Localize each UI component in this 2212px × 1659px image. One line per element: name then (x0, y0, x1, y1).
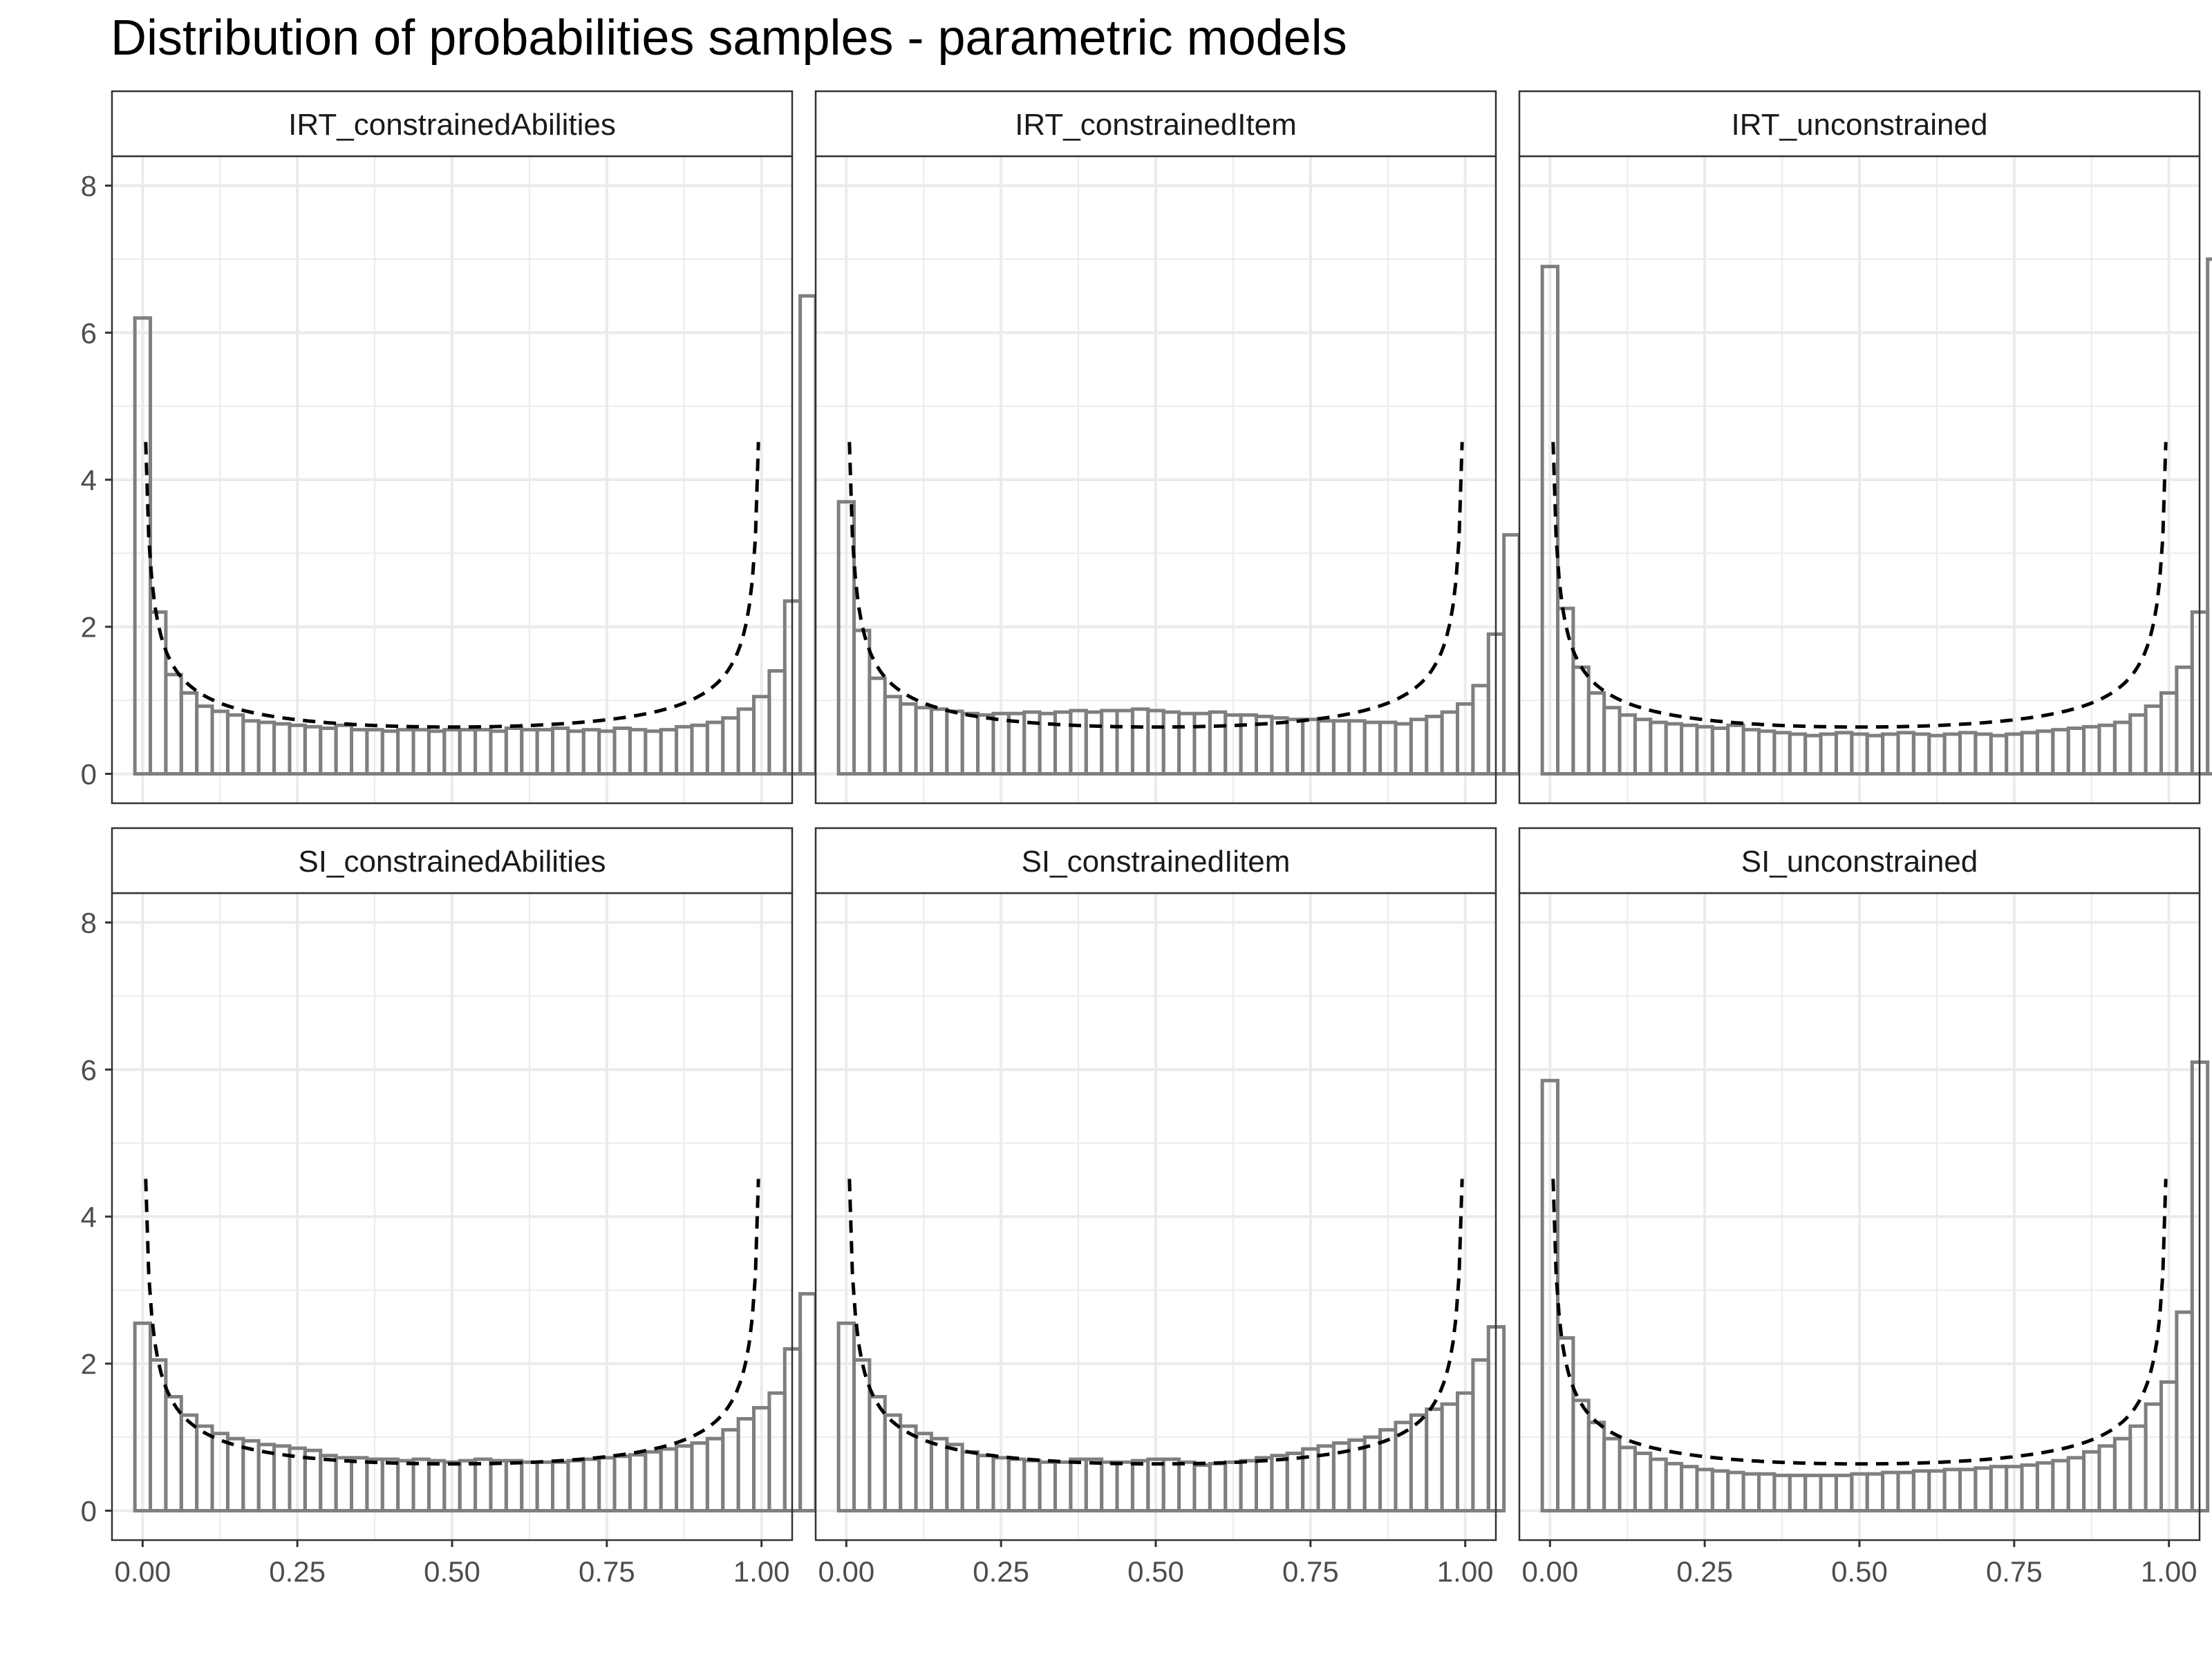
facet-strip (1518, 90, 2201, 158)
y-tick-label: 2 (81, 1348, 97, 1380)
y-tick-label: 6 (81, 1053, 97, 1086)
facet-strip (111, 827, 794, 894)
facet-strip (814, 90, 1497, 158)
x-tick-label: 0.75 (1986, 1555, 2043, 1588)
reference-density-curve (847, 1179, 1464, 1466)
facet-strip-label: SI_constrainedAbilities (298, 845, 606, 879)
facet-strip-label: SI_constrainedIitem (1022, 845, 1291, 879)
facet-strip (814, 827, 1497, 894)
x-tick-label: 0.25 (973, 1555, 1029, 1588)
x-tick-label: 0.25 (1676, 1555, 1733, 1588)
y-tick-label: 4 (81, 1201, 97, 1233)
x-tick-label: 0.00 (818, 1555, 874, 1588)
histogram-bar (798, 294, 818, 776)
facet-strip (111, 90, 794, 158)
panel-SI_unconstrained: SI_unconstrained 0.00 0.25 0.50 0.75 1.00 (1518, 827, 2210, 1588)
x-tick-label: 0.00 (1521, 1555, 1578, 1588)
reference-density-curve (847, 442, 1464, 729)
panel-SI_constrainedIitem: SI_constrainedIitem 0.00 0.25 0.50 0.75 1.00 (814, 827, 1506, 1588)
histogram-bar (1540, 265, 1560, 776)
reference-density-curve (1551, 1179, 2168, 1466)
histogram-bar (1540, 1078, 1560, 1512)
facet-strip-label: IRT_unconstrained (1732, 108, 1988, 142)
y-tick-label: 8 (81, 170, 97, 203)
reference-density-curve (144, 442, 760, 729)
x-tick-label: 0.50 (1831, 1555, 1888, 1588)
facet-strip-label: IRT_constrainedAbilities (288, 108, 616, 142)
facet-strip-label: IRT_constrainedItem (1015, 108, 1297, 142)
x-tick-label: 0.25 (269, 1555, 326, 1588)
histogram-bar (1502, 533, 1521, 776)
x-tick-label: 0.50 (1127, 1555, 1184, 1588)
x-tick-label: 0.00 (114, 1555, 171, 1588)
y-tick-label: 4 (81, 464, 97, 496)
panel-IRT_unconstrained: IRT_unconstrained (1518, 90, 2212, 805)
panel-SI_constrainedAbilities: SI_constrainedAbilities 0 2 4 6 8 0.00 0.25 0.50… (81, 827, 818, 1588)
facet-strip (1518, 827, 2201, 894)
panel-IRT_constrainedItem: IRT_constrainedItem (814, 90, 1521, 805)
panel-IRT_constrainedAbilities: IRT_constrainedAbilities 0 2 4 6 8 (81, 90, 818, 805)
x-tick-label: 0.75 (579, 1555, 635, 1588)
y-tick-label: 8 (81, 907, 97, 939)
y-tick-label: 6 (81, 317, 97, 349)
x-tick-label: 1.00 (2141, 1555, 2197, 1588)
reference-density-curve (1551, 442, 2168, 729)
facet-strip-label: SI_unconstrained (1741, 845, 1978, 879)
histogram-bar (2206, 257, 2212, 776)
x-tick-label: 0.75 (1282, 1555, 1339, 1588)
y-tick-label: 2 (81, 611, 97, 644)
y-tick-label: 0 (81, 758, 97, 790)
y-tick-label: 0 (81, 1494, 97, 1527)
chart-title: Distribution of probabilities samples - … (111, 10, 1347, 66)
x-tick-label: 1.00 (1437, 1555, 1494, 1588)
reference-density-curve (144, 1179, 760, 1466)
x-tick-label: 0.50 (424, 1555, 480, 1588)
histogram-bar (798, 1292, 818, 1512)
x-tick-label: 1.00 (733, 1555, 790, 1588)
